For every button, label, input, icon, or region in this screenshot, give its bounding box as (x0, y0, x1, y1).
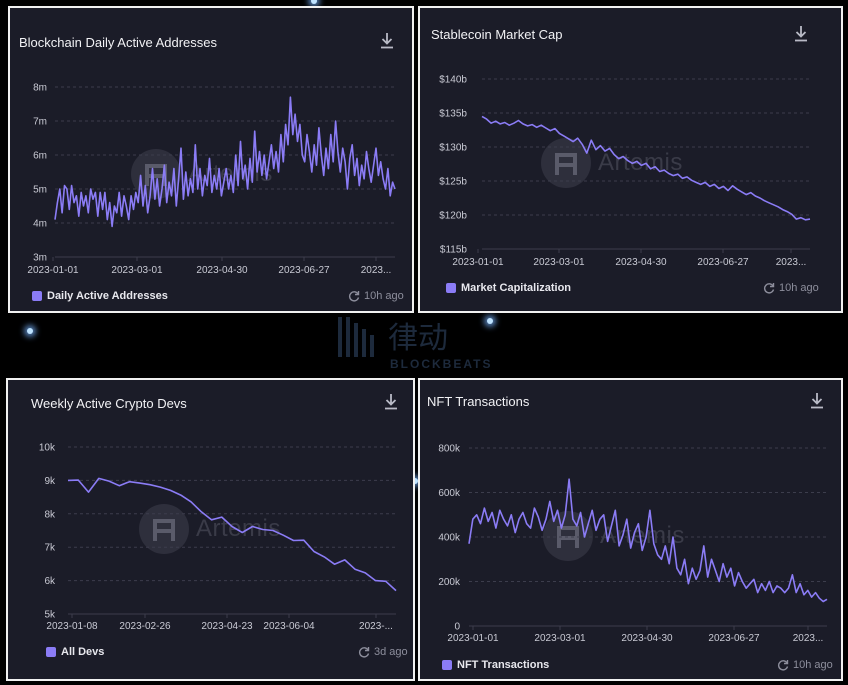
legend-label: All Devs (61, 646, 105, 658)
download-icon[interactable] (793, 25, 809, 43)
x-tick-label: 2023-... (359, 621, 393, 632)
x-tick-label: 2023-01-01 (447, 633, 499, 644)
x-tick-label: 2023... (361, 265, 392, 276)
y-tick-label: 6k (44, 576, 56, 587)
y-tick-label: 8m (33, 83, 47, 94)
series-line-market-capitalization (481, 115, 811, 221)
legend-swatch (32, 291, 42, 301)
updated-status: 10h ago (348, 290, 404, 302)
y-tick-label: 400k (438, 533, 461, 544)
panel-title: Weekly Active Crypto Devs (31, 396, 187, 411)
y-tick-label: 5k (44, 610, 56, 621)
sparkle-decoration (27, 328, 33, 334)
x-tick-label: 2023-03-01 (111, 265, 163, 276)
site-watermark-cn: 律动 (388, 321, 448, 356)
y-tick-label: 6m (33, 151, 47, 162)
x-tick-label: 2023-01-01 (27, 265, 79, 276)
nft-transactions-chart: 0 200k 400k 600k 800k 2023-01-01 2023-03-01 202… (438, 444, 828, 644)
download-icon[interactable] (379, 32, 395, 50)
site-logo-icon (338, 317, 374, 357)
chart-panel-weekly-active-devs: Weekly Active Crypto Devs Artemis 5k 6k 7k… (6, 378, 415, 681)
sparkle-decoration (311, 0, 317, 4)
updated-status: 3d ago (358, 646, 408, 658)
panel-title: NFT Transactions (427, 394, 530, 409)
updated-text: 10h ago (364, 290, 404, 302)
y-tick-label: 800k (438, 444, 461, 455)
chart-panel-stablecoin-market-cap: Stablecoin Market Cap Artemis $115b $120b… (418, 6, 843, 313)
y-tick-label: 10k (39, 443, 56, 454)
x-tick-label: 2023-04-30 (615, 257, 667, 268)
updated-text: 10h ago (793, 659, 833, 671)
legend-item[interactable]: Daily Active Addresses (32, 290, 168, 302)
x-tick-label: 2023-04-30 (196, 265, 248, 276)
refresh-icon (358, 647, 370, 658)
x-tick-label: 2023-01-08 (46, 621, 98, 632)
x-tick-label: 2023-06-27 (708, 633, 760, 644)
updated-status: 10h ago (777, 659, 833, 671)
legend-swatch (446, 283, 456, 293)
y-tick-label: $140b (439, 75, 467, 86)
y-tick-label: 4m (33, 219, 47, 230)
x-tick-label: 2023-04-30 (621, 633, 673, 644)
y-tick-label: 600k (438, 488, 461, 499)
x-tick-label: 2023-03-01 (534, 633, 586, 644)
updated-text: 3d ago (374, 646, 408, 658)
legend-item[interactable]: All Devs (46, 646, 104, 658)
legend-swatch (46, 647, 56, 657)
panel-title: Stablecoin Market Cap (431, 27, 563, 42)
y-tick-label: 7k (44, 543, 56, 554)
refresh-icon (763, 283, 775, 294)
y-tick-label: 5m (33, 185, 47, 196)
y-tick-label: $120b (439, 211, 467, 222)
y-tick-label: $125b (439, 177, 467, 188)
y-tick-label: $135b (439, 109, 467, 120)
legend-label: Market Capitalization (461, 282, 572, 294)
chart-panel-daily-active-addresses: Blockchain Daily Active Addresses Artemi… (8, 6, 414, 313)
y-tick-label: 8k (44, 509, 56, 520)
series-line-all-devs (67, 477, 397, 592)
updated-text: 10h ago (779, 282, 819, 294)
x-tick-label: 2023-06-27 (697, 257, 749, 268)
sparkle-decoration (412, 478, 418, 484)
x-tick-label: 2023-04-23 (201, 621, 253, 632)
y-tick-label: 0 (454, 622, 460, 633)
refresh-icon (348, 291, 360, 302)
legend-label: Daily Active Addresses (47, 290, 168, 302)
y-tick-label: 3m (33, 253, 47, 264)
x-tick-label: 2023-03-01 (533, 257, 585, 268)
panel-title: Blockchain Daily Active Addresses (19, 35, 217, 50)
sparkle-decoration (487, 318, 493, 324)
y-tick-label: 9k (44, 476, 56, 487)
y-tick-label: $115b (440, 245, 468, 256)
download-icon[interactable] (809, 392, 825, 410)
daily-active-addresses-chart: 3m 4m 5m 6m 7m 8m 2023-01-01 2023-03-01 2023-04-… (27, 83, 396, 276)
x-tick-label: 2023-01-01 (452, 257, 504, 268)
updated-status: 10h ago (763, 282, 819, 294)
x-tick-label: 2023-02-26 (119, 621, 171, 632)
legend-item[interactable]: NFT Transactions (442, 659, 549, 671)
y-tick-label: 7m (33, 117, 47, 128)
chart-panel-nft-transactions: NFT Transactions Artemis 0 200k 400k 600k 80… (418, 378, 843, 681)
x-tick-label: 2023-06-27 (278, 265, 330, 276)
stablecoin-market-cap-chart: $115b $120b $125b $130b $135b $140b 2023-01-01… (439, 75, 811, 268)
y-tick-label: $130b (439, 143, 467, 154)
x-tick-label: 2023... (793, 633, 824, 644)
y-tick-label: 200k (438, 577, 461, 588)
legend-label: NFT Transactions (457, 659, 550, 671)
x-tick-label: 2023... (776, 257, 807, 268)
legend-item[interactable]: Market Capitalization (446, 282, 571, 294)
refresh-icon (777, 660, 789, 671)
legend-swatch (442, 660, 452, 670)
x-tick-label: 2023-06-04 (263, 621, 315, 632)
series-line-daily-active-addresses (54, 96, 396, 228)
download-icon[interactable] (383, 393, 399, 411)
series-line-nft-transactions (468, 478, 828, 603)
weekly-active-devs-chart: 5k 6k 7k 8k 9k 10k 2023-01-08 2023-02-26 2023-04… (39, 443, 397, 632)
site-watermark-en: BLOCKBEATS (390, 357, 493, 371)
